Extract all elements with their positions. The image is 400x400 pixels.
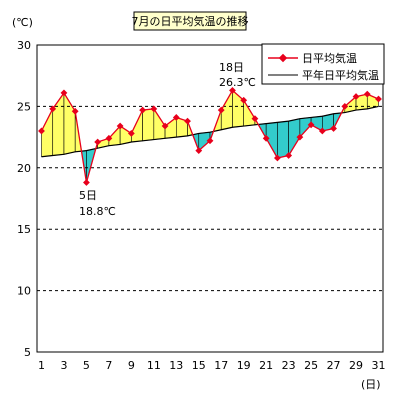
x-tick-1: 1 bbox=[38, 359, 45, 372]
marker-day-16 bbox=[206, 137, 214, 145]
marker-day-25 bbox=[307, 121, 315, 129]
grid-lines bbox=[37, 105, 383, 292]
series-line-normal bbox=[41, 105, 379, 158]
marker-day-15 bbox=[195, 147, 203, 155]
annotation-day5: 5日 18.8℃ bbox=[79, 189, 116, 218]
x-tick-27: 27 bbox=[327, 359, 341, 372]
y-tick-5: 5 bbox=[24, 346, 31, 359]
marker-day-14 bbox=[184, 117, 191, 125]
x-tick-21: 21 bbox=[259, 359, 273, 372]
y-tick-labels: 5 10 15 20 25 30 bbox=[17, 39, 31, 359]
x-tick-11: 11 bbox=[147, 359, 161, 372]
marker-day-31 bbox=[375, 95, 382, 103]
x-tick-7: 7 bbox=[105, 359, 112, 372]
marker-day-13 bbox=[172, 114, 180, 121]
x-tick-29: 29 bbox=[349, 359, 363, 372]
x-tick-13: 13 bbox=[169, 359, 183, 372]
marker-day-10 bbox=[139, 106, 146, 114]
marker-day-4 bbox=[71, 107, 79, 115]
marker-day-23 bbox=[285, 152, 293, 159]
y-tick-15: 15 bbox=[17, 223, 31, 236]
annotation-day18: 18日 26.3℃ bbox=[219, 61, 256, 89]
y-tick-20: 20 bbox=[17, 162, 31, 175]
legend: 日平均気温 平年日平均気温 bbox=[261, 43, 385, 85]
x-tick-5: 5 bbox=[83, 359, 90, 372]
legend-label-daily: 日平均気温 bbox=[302, 51, 357, 65]
marker-day-29 bbox=[352, 93, 360, 100]
chart-title: 7月の日平均気温の推移 bbox=[132, 11, 249, 31]
fill-segment-8 bbox=[119, 125, 132, 145]
x-tick-9: 9 bbox=[128, 359, 135, 372]
marker-day-11 bbox=[150, 105, 158, 113]
legend-label-normal: 平年日平均気温 bbox=[302, 68, 379, 82]
fill-segment-22 bbox=[277, 120, 289, 159]
x-tick-3: 3 bbox=[60, 359, 67, 372]
difference-fills bbox=[41, 90, 379, 183]
marker-day-9 bbox=[127, 130, 135, 137]
marker-day-3 bbox=[60, 89, 68, 97]
x-tick-19: 19 bbox=[237, 359, 251, 372]
marker-day-6 bbox=[94, 138, 102, 146]
marker-day-5 bbox=[83, 179, 90, 186]
marker-day-27 bbox=[330, 125, 337, 132]
x-tick-23: 23 bbox=[282, 359, 296, 372]
x-tick-labels: 1 3 5 7 9 11 13 15 17 19 21 23 25 27 29 31 bbox=[38, 359, 386, 372]
marker-day-17 bbox=[217, 106, 225, 114]
x-tick-17: 17 bbox=[214, 359, 228, 372]
chart-title-text: 7月の日平均気温の推移 bbox=[132, 14, 249, 28]
marker-day-12 bbox=[161, 122, 169, 130]
x-axis-unit: (日) bbox=[361, 378, 381, 391]
annotation-day5-day: 5日 bbox=[79, 189, 97, 202]
fill-segment-2 bbox=[52, 92, 65, 156]
marker-day-22 bbox=[274, 154, 281, 162]
annotation-day18-value: 26.3℃ bbox=[219, 76, 256, 89]
marker-day-19 bbox=[240, 96, 248, 104]
y-tick-30: 30 bbox=[17, 39, 31, 52]
marker-day-1 bbox=[38, 127, 45, 135]
marker-day-26 bbox=[318, 127, 326, 135]
marker-day-28 bbox=[341, 103, 349, 110]
marker-day-18 bbox=[229, 87, 236, 94]
marker-day-8 bbox=[116, 122, 124, 130]
data-markers bbox=[38, 87, 382, 186]
y-tick-25: 25 bbox=[17, 100, 31, 113]
marker-day-20 bbox=[251, 115, 259, 123]
x-tick-15: 15 bbox=[192, 359, 206, 372]
x-tick-25: 25 bbox=[304, 359, 318, 372]
y-axis-unit: (℃) bbox=[12, 16, 33, 29]
marker-day-7 bbox=[105, 134, 113, 142]
plot-area bbox=[36, 44, 384, 353]
fill-segment-10 bbox=[142, 108, 155, 142]
fill-segment-1 bbox=[41, 108, 54, 158]
marker-day-21 bbox=[262, 134, 270, 142]
marker-day-24 bbox=[296, 133, 304, 141]
annotation-day18-day: 18日 bbox=[219, 61, 244, 74]
x-tick-31: 31 bbox=[372, 359, 386, 372]
marker-day-30 bbox=[363, 90, 371, 98]
fill-segment-12 bbox=[164, 117, 177, 139]
marker-day-2 bbox=[49, 105, 57, 113]
y-tick-10: 10 bbox=[17, 285, 31, 298]
annotation-day5-value: 18.8℃ bbox=[79, 205, 116, 218]
